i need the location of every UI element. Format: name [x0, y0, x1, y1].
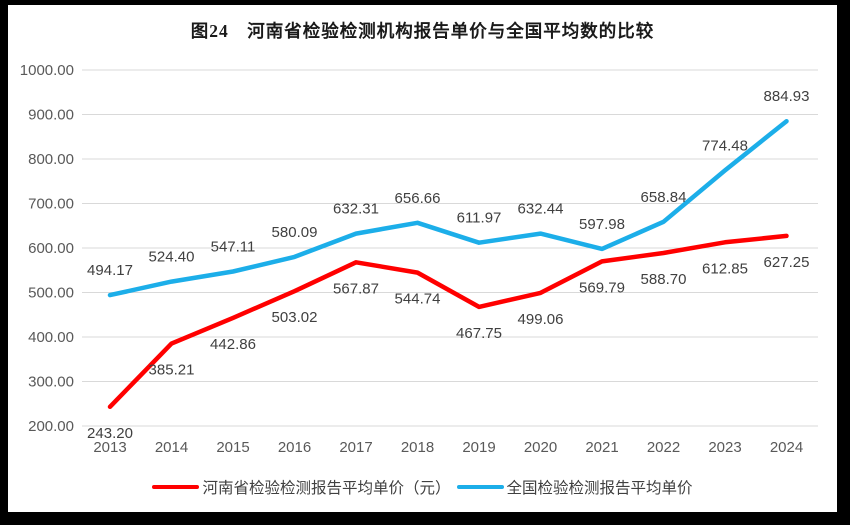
- data-label: 884.93: [764, 88, 810, 105]
- chart-legend: 河南省检验检测报告平均单价（元） 全国检验检测报告平均单价: [8, 476, 837, 498]
- data-label: 569.79: [579, 279, 625, 296]
- y-tick-label: 1000.00: [20, 62, 74, 79]
- y-tick-label: 200.00: [28, 418, 74, 435]
- frame-border-left: [0, 0, 8, 525]
- frame-border-right: [837, 0, 850, 525]
- data-label: 547.11: [211, 239, 256, 256]
- data-label: 442.86: [210, 336, 256, 353]
- data-label: 774.48: [702, 137, 748, 154]
- x-tick-label: 2020: [524, 439, 557, 456]
- x-tick-label: 2022: [647, 439, 680, 456]
- data-label: 627.25: [764, 254, 810, 271]
- series-line-0: [107, 233, 789, 410]
- legend-label-henan: 河南省检验检测报告平均单价（元）: [202, 480, 451, 497]
- data-label: 503.02: [272, 309, 318, 326]
- series-line-1: [107, 118, 789, 298]
- frame-border-top: [0, 0, 850, 5]
- data-label: 612.85: [702, 260, 748, 277]
- data-label: 611.97: [457, 210, 502, 227]
- data-labels-0: 243.20 385.21 442.86 503.02 567.87 544.74 467.…: [87, 254, 809, 442]
- x-tick-label: 2013: [93, 439, 126, 456]
- data-label: 467.75: [456, 325, 502, 342]
- data-label: 499.06: [518, 311, 564, 328]
- data-label: 632.31: [333, 201, 379, 218]
- y-tick-label: 600.00: [28, 240, 74, 257]
- data-label: 243.20: [87, 425, 133, 442]
- legend-label-national: 全国检验检测报告平均单价: [506, 480, 693, 497]
- chart-title: 图24 河南省检验检测机构报告单价与全国平均数的比较: [190, 21, 655, 41]
- y-axis-labels: 1000.00 900.00 800.00 700.00 600.00 500.00 400…: [20, 62, 74, 435]
- data-label: 632.44: [518, 201, 564, 218]
- y-tick-label: 800.00: [28, 151, 74, 168]
- y-tick-label: 500.00: [28, 285, 74, 302]
- y-tick-label: 300.00: [28, 374, 74, 391]
- legend-item-henan: 河南省检验检测报告平均单价（元）: [152, 476, 451, 498]
- x-tick-label: 2015: [216, 439, 249, 456]
- data-label: 656.66: [395, 190, 441, 207]
- data-label: 580.09: [272, 224, 318, 241]
- x-tick-label: 2024: [770, 439, 803, 456]
- y-tick-label: 900.00: [28, 107, 74, 124]
- data-label: 658.84: [641, 189, 687, 206]
- data-label: 524.40: [149, 249, 195, 266]
- data-label: 588.70: [641, 271, 687, 288]
- y-tick-label: 400.00: [28, 329, 74, 346]
- x-tick-label: 2021: [585, 439, 618, 456]
- data-label: 597.98: [579, 216, 625, 233]
- data-label: 385.21: [149, 362, 195, 379]
- legend-line-red-icon: [152, 484, 200, 490]
- frame-border-bottom: [0, 512, 850, 525]
- data-labels-1: 494.17 524.40 547.11 580.09 632.31 656.66 611.…: [87, 88, 809, 279]
- x-tick-label: 2016: [278, 439, 311, 456]
- y-tick-label: 700.00: [28, 196, 74, 213]
- data-label: 544.74: [395, 291, 441, 308]
- x-tick-label: 2018: [401, 439, 434, 456]
- data-label: 494.17: [87, 262, 133, 279]
- legend-line-blue-icon: [456, 484, 504, 490]
- x-tick-label: 2019: [462, 439, 495, 456]
- legend-item-national: 全国检验检测报告平均单价: [456, 476, 693, 498]
- x-tick-label: 2023: [708, 439, 741, 456]
- data-label: 567.87: [333, 280, 379, 297]
- x-tick-label: 2017: [339, 439, 372, 456]
- x-tick-label: 2014: [155, 439, 188, 456]
- x-axis-labels: 2013 2014 2015 2016 2017 2018 2019 2020 2021 2022…: [93, 439, 803, 456]
